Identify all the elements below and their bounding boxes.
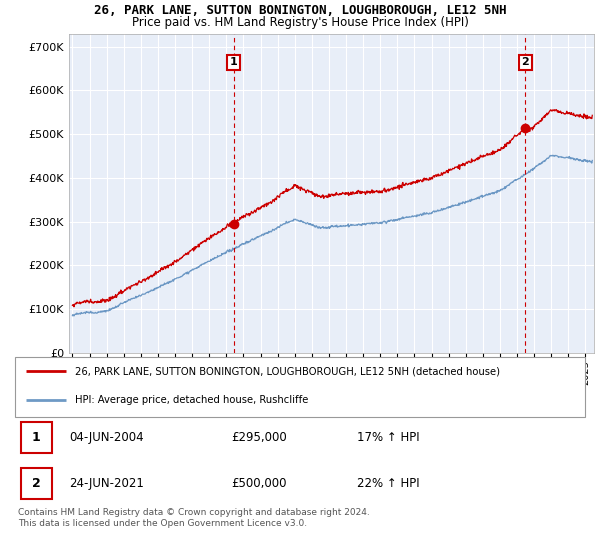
Text: £295,000: £295,000 [232,431,287,445]
FancyBboxPatch shape [20,468,52,499]
Text: Contains HM Land Registry data © Crown copyright and database right 2024.
This d: Contains HM Land Registry data © Crown c… [18,508,370,528]
Text: HPI: Average price, detached house, Rushcliffe: HPI: Average price, detached house, Rush… [75,395,308,405]
Text: 1: 1 [32,431,41,445]
Text: 04-JUN-2004: 04-JUN-2004 [69,431,144,445]
Text: 26, PARK LANE, SUTTON BONINGTON, LOUGHBOROUGH, LE12 5NH: 26, PARK LANE, SUTTON BONINGTON, LOUGHBO… [94,4,506,17]
Text: 17% ↑ HPI: 17% ↑ HPI [357,431,419,445]
Text: 1: 1 [230,57,238,67]
Text: £500,000: £500,000 [232,477,287,490]
Text: 24-JUN-2021: 24-JUN-2021 [69,477,144,490]
Text: 2: 2 [521,57,529,67]
Text: 22% ↑ HPI: 22% ↑ HPI [357,477,419,490]
Text: 26, PARK LANE, SUTTON BONINGTON, LOUGHBOROUGH, LE12 5NH (detached house): 26, PARK LANE, SUTTON BONINGTON, LOUGHBO… [75,366,500,376]
FancyBboxPatch shape [20,422,52,453]
Text: 2: 2 [32,477,41,490]
Text: Price paid vs. HM Land Registry's House Price Index (HPI): Price paid vs. HM Land Registry's House … [131,16,469,29]
